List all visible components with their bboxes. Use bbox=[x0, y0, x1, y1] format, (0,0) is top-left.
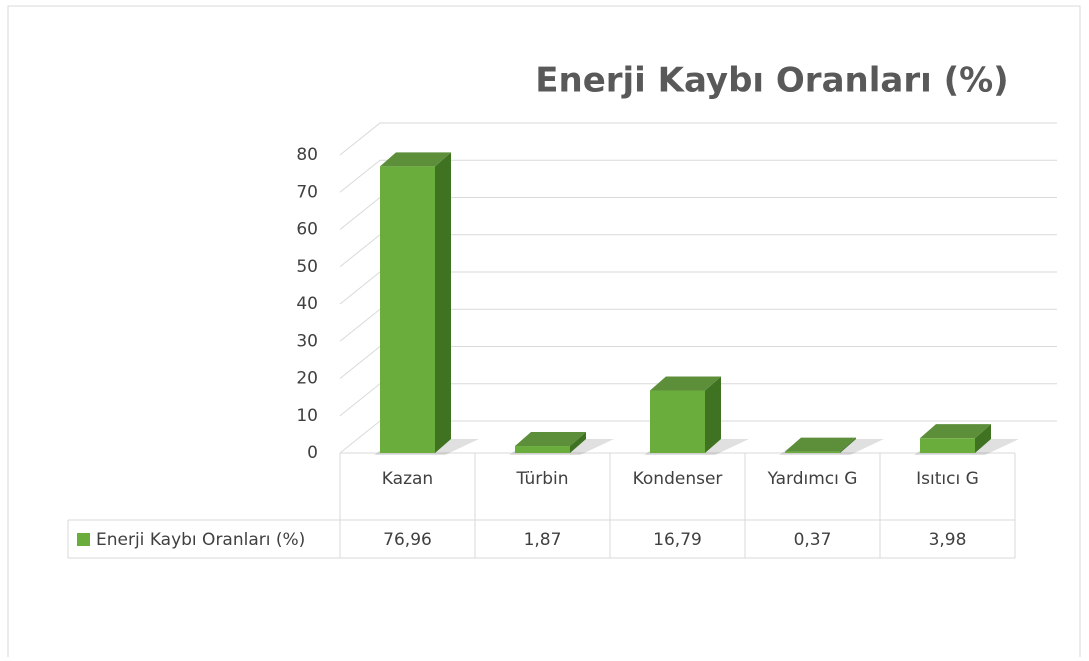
bar-side bbox=[705, 376, 721, 453]
x-tick-label: Isıtıcı G bbox=[916, 469, 979, 489]
bar bbox=[785, 451, 840, 453]
x-tick-label: Yardımcı G bbox=[767, 469, 858, 489]
table-value: 1,87 bbox=[524, 530, 562, 550]
y-tick-label: 10 bbox=[296, 406, 318, 426]
y-tick-label: 20 bbox=[296, 369, 318, 389]
y-tick-label: 70 bbox=[296, 182, 318, 202]
legend-swatch bbox=[77, 533, 90, 546]
x-tick-label: Türbin bbox=[515, 469, 568, 489]
bar-top bbox=[785, 437, 856, 452]
y-tick-label: 80 bbox=[296, 145, 318, 165]
bar-top bbox=[920, 424, 991, 439]
bar-side bbox=[975, 424, 991, 453]
y-tick-label: 40 bbox=[296, 294, 318, 314]
y-tick-label: 60 bbox=[296, 220, 318, 240]
table-value: 16,79 bbox=[653, 530, 702, 550]
y-tick-label: 30 bbox=[296, 331, 318, 351]
table-value: 0,37 bbox=[794, 530, 832, 550]
y-tick-label: 50 bbox=[296, 257, 318, 277]
bar bbox=[920, 438, 975, 453]
bar-side bbox=[435, 152, 451, 453]
bar-top bbox=[650, 376, 721, 391]
bar-top bbox=[380, 152, 451, 167]
x-tick-label: Kondenser bbox=[633, 469, 723, 489]
chart-title: Enerji Kaybı Oranları (%) bbox=[535, 61, 1008, 101]
grid-line bbox=[339, 159, 1057, 193]
bar-top bbox=[515, 432, 586, 447]
grid-line bbox=[339, 122, 1057, 156]
bar-side bbox=[840, 437, 856, 453]
bar bbox=[515, 446, 570, 453]
bar-side bbox=[570, 432, 586, 453]
table-value: 76,96 bbox=[383, 530, 432, 550]
bar bbox=[650, 390, 705, 453]
bar bbox=[380, 166, 435, 453]
y-tick-label: 0 bbox=[307, 443, 318, 463]
x-tick-label: Kazan bbox=[382, 469, 433, 489]
chart-border bbox=[7, 5, 1081, 661]
legend-label: Enerji Kaybı Oranları (%) bbox=[96, 530, 305, 550]
table-value: 3,98 bbox=[929, 530, 967, 550]
